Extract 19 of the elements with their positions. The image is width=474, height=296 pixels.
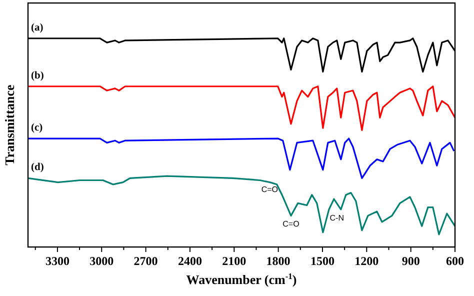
annotation: C-N — [330, 213, 344, 222]
annotation: C=O — [261, 184, 278, 194]
x-tick-label: 1500 — [310, 254, 334, 268]
x-tick-label: 2400 — [178, 254, 202, 268]
x-tick-label: 2100 — [222, 254, 246, 268]
x-tick-label: 900 — [402, 254, 420, 268]
x-tick-label: 3000 — [90, 254, 114, 268]
series-label: (d) — [31, 162, 44, 174]
annotation: C=O — [282, 220, 300, 229]
series-label: (a) — [31, 22, 44, 34]
x-tick-label: 1200 — [354, 254, 379, 268]
x-tick-label: 3300 — [45, 254, 70, 268]
series-label: (c) — [31, 122, 44, 134]
x-tick-label: 2700 — [134, 254, 158, 268]
x-axis-title: Wavenumber (cm$^{-1}$) — [186, 271, 297, 287]
x-tick-label: 1800 — [266, 254, 290, 268]
y-axis-title: Transmittance — [2, 84, 17, 166]
x-tick-label: 600 — [446, 254, 464, 268]
series-label: (b) — [31, 70, 44, 82]
